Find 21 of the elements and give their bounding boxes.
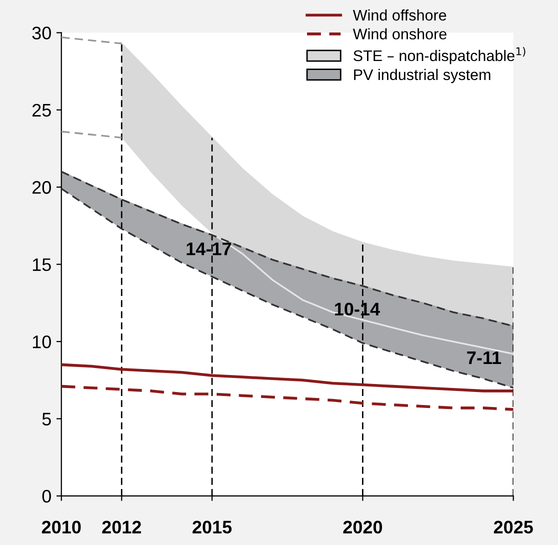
y-tick-label: 0 — [42, 490, 51, 503]
legend-label: STE – non-dispatchable$^{1)}$ — [354, 47, 526, 64]
line-series — [61, 384, 514, 411]
legend-label: Wind onshore — [352, 28, 446, 40]
annotation: 14-17 — [186, 242, 232, 256]
annotation: 10-14 — [335, 302, 380, 316]
x-tick-label: 2012 — [102, 520, 142, 534]
y-tick-label: 10 — [32, 335, 51, 348]
legend-label: Wind offshore — [352, 9, 446, 21]
y-tick-label: 25 — [32, 104, 51, 117]
line-series — [61, 363, 514, 392]
x-tick-label: 2020 — [343, 520, 382, 534]
x-tick-label: 2015 — [192, 520, 232, 534]
x-tick-label: 2010 — [42, 520, 81, 534]
x-tick-label: 2025 — [494, 520, 533, 534]
y-tick-label: 30 — [32, 26, 51, 40]
y-tick-label: 20 — [32, 181, 51, 194]
annotation: 7-11 — [467, 352, 502, 364]
y-tick-label: 5 — [42, 412, 51, 426]
legend-label: PV industrial system — [354, 68, 490, 84]
y-tick-label: 15 — [32, 258, 51, 272]
